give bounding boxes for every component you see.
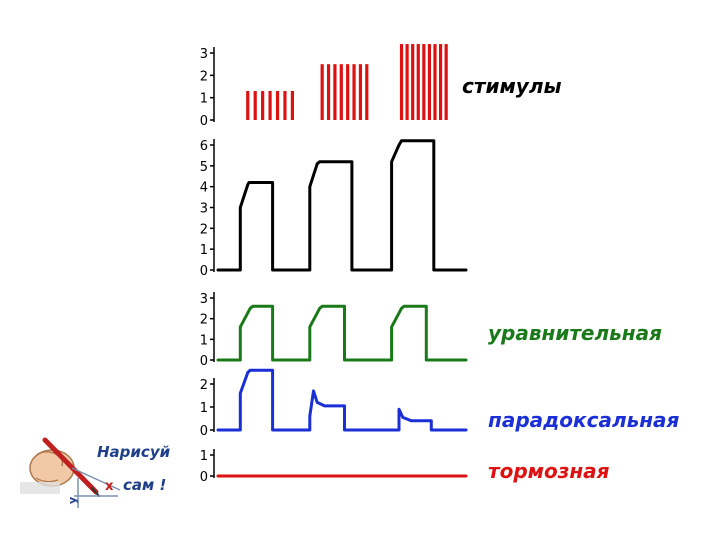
paradoxical-phase-panel: 0 1 2 bbox=[200, 368, 468, 439]
stimulus-bar bbox=[422, 44, 426, 120]
y-tick-label: 0 bbox=[200, 264, 208, 279]
y-tick-label: 1 bbox=[200, 92, 208, 107]
y-tick-label: 2 bbox=[200, 222, 208, 237]
stimulus-bar bbox=[352, 64, 356, 120]
stimuli-panel: 0 1 2 3 bbox=[200, 44, 448, 129]
stimulus-bar bbox=[339, 64, 343, 120]
y-tick-label: 3 bbox=[200, 292, 208, 307]
y-tick-label: 2 bbox=[200, 69, 208, 84]
label-inhibitory: тормозная bbox=[488, 459, 610, 483]
y-tick-label: 6 bbox=[200, 139, 208, 154]
equalizing-phase-panel: 0 1 2 3 bbox=[200, 292, 468, 369]
label-paradoxical: парадоксальная bbox=[488, 408, 680, 432]
stimulus-bar bbox=[283, 90, 287, 120]
y-tick-label: 3 bbox=[200, 202, 208, 217]
y-tick-label: 1 bbox=[200, 449, 208, 464]
y-tick-label: 2 bbox=[200, 313, 208, 328]
y-tick-label: 0 bbox=[200, 470, 208, 485]
y-tick-label: 0 bbox=[200, 354, 208, 369]
stimulus-bar bbox=[411, 44, 415, 120]
stimulus-bar bbox=[346, 64, 350, 120]
stimulus-bar bbox=[405, 44, 409, 120]
y-tick-label: 5 bbox=[200, 160, 208, 175]
stimulus-bar bbox=[326, 64, 331, 120]
stimulus-bar bbox=[358, 64, 363, 120]
response-curve bbox=[216, 368, 468, 432]
stimulus-bar bbox=[399, 44, 404, 120]
stimulus-bar bbox=[365, 64, 369, 120]
stimulus-bar bbox=[433, 44, 437, 120]
stimulus-bar bbox=[290, 90, 294, 120]
stimulus-bar bbox=[246, 90, 250, 120]
stimulus-bar bbox=[427, 44, 432, 120]
y-tick-label: 3 bbox=[200, 47, 208, 62]
label-equalizing: уравнительная bbox=[488, 321, 662, 345]
badge-text-line1: Нарисуй bbox=[97, 443, 171, 461]
stimulus-bar bbox=[438, 44, 443, 120]
label-stimuli: стимулы bbox=[462, 74, 562, 98]
y-tick-label: 1 bbox=[200, 401, 208, 416]
draw-yourself-badge: x y Нарисуй сам ! bbox=[20, 437, 171, 508]
stimulus-bar bbox=[320, 64, 324, 120]
y-tick-label: 4 bbox=[200, 181, 208, 196]
stimulus-bar bbox=[253, 90, 257, 120]
svg-text:x: x bbox=[105, 479, 114, 494]
y-tick-label: 0 bbox=[200, 114, 208, 129]
hand-drawing-pencil-icon: x y bbox=[20, 437, 121, 508]
stimulus-bar bbox=[261, 90, 265, 120]
stimulus-bar bbox=[275, 90, 280, 120]
y-tick-label: 0 bbox=[200, 424, 208, 439]
stimulus-bar bbox=[444, 44, 448, 120]
response-curve bbox=[216, 304, 468, 362]
y-tick-label: 1 bbox=[200, 243, 208, 258]
response-curve bbox=[216, 139, 468, 272]
svg-text:y: y bbox=[66, 497, 79, 504]
stimulus-bar bbox=[416, 44, 420, 120]
stimulus-bar bbox=[333, 64, 337, 120]
normal-response-panel: 0 1 2 3 4 5 6 bbox=[200, 139, 468, 279]
y-tick-label: 2 bbox=[200, 378, 208, 393]
badge-text-line2: сам ! bbox=[123, 476, 166, 494]
stimulus-bar bbox=[268, 90, 272, 120]
inhibitory-phase-panel: 01 bbox=[200, 449, 468, 485]
y-tick-label: 1 bbox=[200, 333, 208, 348]
